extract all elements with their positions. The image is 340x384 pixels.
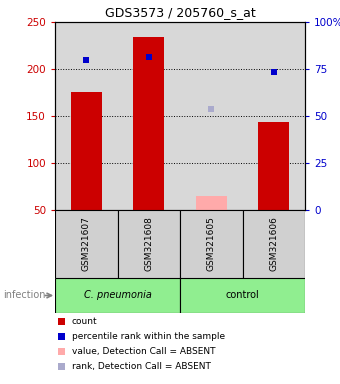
Text: GSM321607: GSM321607 <box>82 217 91 271</box>
Text: count: count <box>72 317 98 326</box>
Bar <box>180 278 305 313</box>
Text: value, Detection Call = ABSENT: value, Detection Call = ABSENT <box>72 347 216 356</box>
Text: GSM321605: GSM321605 <box>207 217 216 271</box>
Text: GSM321608: GSM321608 <box>144 217 153 271</box>
Text: control: control <box>226 291 259 301</box>
Bar <box>133 37 164 210</box>
Bar <box>242 210 305 278</box>
Bar <box>258 122 289 210</box>
Bar <box>71 93 102 210</box>
Bar <box>118 210 180 278</box>
Bar <box>55 278 180 313</box>
Text: rank, Detection Call = ABSENT: rank, Detection Call = ABSENT <box>72 362 211 371</box>
Title: GDS3573 / 205760_s_at: GDS3573 / 205760_s_at <box>105 7 255 20</box>
Text: percentile rank within the sample: percentile rank within the sample <box>72 332 225 341</box>
Text: C. pneumonia: C. pneumonia <box>84 291 151 301</box>
Text: infection: infection <box>3 291 46 301</box>
Text: GSM321606: GSM321606 <box>269 217 278 271</box>
Bar <box>55 210 118 278</box>
Bar <box>195 196 227 210</box>
Bar <box>180 210 242 278</box>
